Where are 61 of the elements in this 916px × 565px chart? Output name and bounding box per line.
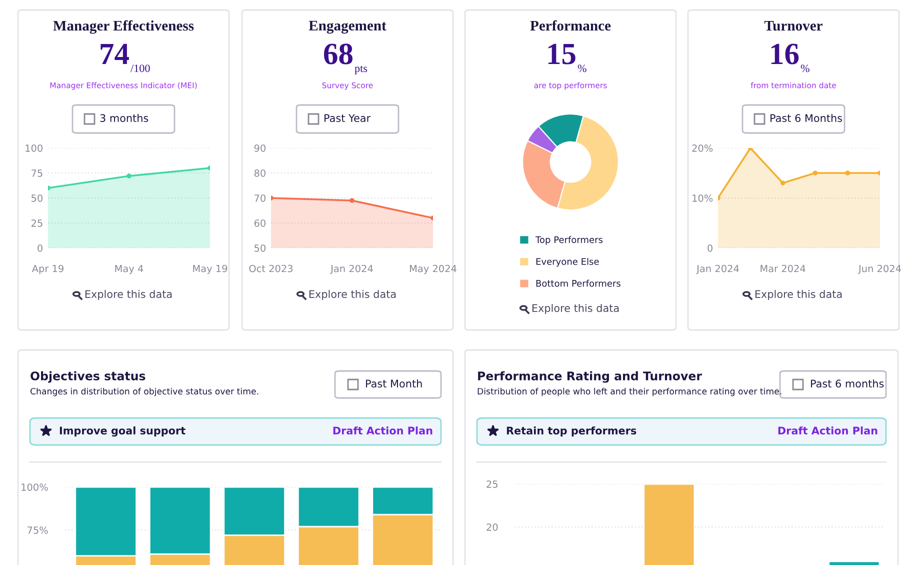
legend-label: Everyone Else xyxy=(536,258,599,267)
text: Retain top performers xyxy=(506,426,636,437)
chart-subtitle: Changes in distribution of objective status over time. xyxy=(30,388,258,396)
y-tick-label: 100 xyxy=(26,144,42,152)
text: 68 xyxy=(324,44,352,64)
chart-title: Turnover xyxy=(764,20,822,31)
y-tick-label: 75 xyxy=(32,170,42,177)
legend-label: Top Performers xyxy=(535,236,603,245)
text: % xyxy=(578,64,586,72)
y-tick-label: 60 xyxy=(254,219,266,227)
text: Past Year xyxy=(324,114,371,122)
x-tick-label: May 4 xyxy=(115,264,144,274)
legend-label: Bottom Performers xyxy=(536,280,620,287)
x-tick-label: Jan 2024 xyxy=(696,264,739,274)
text: Improve goal support xyxy=(60,426,186,437)
y-tick-label: 20 xyxy=(486,523,498,531)
chart-title: Performance Rating and Turnover xyxy=(478,371,702,383)
y-tick-label: 90 xyxy=(254,144,266,152)
text: Explore this data xyxy=(85,290,172,300)
y-tick-label: 0 xyxy=(38,244,42,252)
point xyxy=(812,170,818,176)
x-tick-label: May 2024 xyxy=(410,264,456,274)
text: Draft Action Plan xyxy=(333,426,432,435)
text: Explore this data xyxy=(755,290,842,300)
y-tick-label: 0 xyxy=(708,244,712,252)
chart-title: Manager Effectiveness xyxy=(53,20,194,34)
y-tick-label: 80 xyxy=(254,169,266,177)
chart-title: Objectives status xyxy=(30,371,146,383)
text: Past 6 Months xyxy=(770,114,842,122)
x-tick-label: Oct 2023 xyxy=(249,264,293,272)
y-tick-label: 50 xyxy=(32,194,42,202)
x-tick-label: May 19 xyxy=(193,264,228,274)
x-tick-label: Jan 2024 xyxy=(330,264,373,274)
y-tick-label: 50 xyxy=(254,244,266,252)
text: Explore this data xyxy=(309,290,396,300)
x-tick-label: Jun 2024 xyxy=(858,264,901,274)
y-tick-label: 20% xyxy=(692,144,713,152)
text: pts xyxy=(354,66,368,74)
y-tick-label: 100% xyxy=(22,483,48,491)
x-tick-label: Mar 2024 xyxy=(760,264,806,272)
y-tick-label: 70 xyxy=(254,194,266,202)
text: Draft Action Plan xyxy=(778,426,878,435)
text: Past Month xyxy=(366,379,422,388)
text: /100 xyxy=(130,64,150,72)
x-tick-label: Apr 19 xyxy=(32,264,64,274)
y-tick-label: 25 xyxy=(486,480,498,488)
y-tick-label: 75% xyxy=(28,526,48,534)
point xyxy=(845,170,850,176)
text: 16 xyxy=(771,44,799,64)
chart-title: Engagement xyxy=(308,20,386,34)
chart-subtitle: Distribution of people who left and their performance rating over time. xyxy=(478,388,782,396)
text: Past 6 months xyxy=(811,379,884,388)
chart-title: Performance xyxy=(530,20,611,31)
text: 74 xyxy=(100,44,129,64)
text: 15 xyxy=(548,44,576,64)
y-tick-label: 25 xyxy=(31,219,42,227)
y-tick-label: 10% xyxy=(692,194,713,202)
text: Explore this data xyxy=(532,304,619,314)
text: % xyxy=(800,64,810,72)
point xyxy=(780,180,786,186)
text: 3 months xyxy=(100,114,148,122)
